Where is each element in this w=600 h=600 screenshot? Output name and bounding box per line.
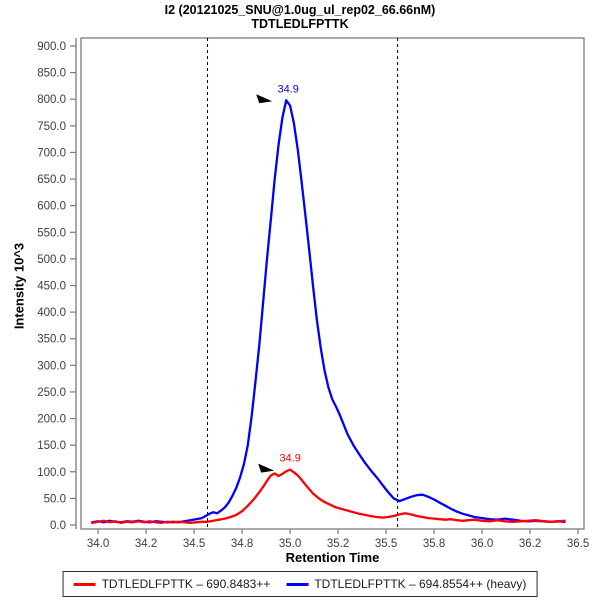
x-tick-label: 35.8 [423, 538, 445, 550]
x-tick-label: 36.2 [519, 538, 541, 550]
y-tick-label: 300.0 [37, 360, 66, 372]
y-tick-label: 900.0 [37, 41, 66, 53]
x-tick-label: 34.8 [231, 538, 253, 550]
y-tick-label: 50.0 [44, 493, 66, 505]
legend-entry-heavy: TDTLEDLFPTTK – 694.8554++ (heavy) [286, 577, 526, 591]
y-tick-label: 500.0 [37, 254, 66, 266]
x-tick-label: 34.5 [183, 538, 205, 550]
chromatogram-trace[interactable] [91, 468, 566, 525]
blue-line-swatch-icon [286, 582, 309, 586]
peak-rt-annotation[interactable]: 34.9 [278, 83, 299, 95]
x-tick-label: 35.0 [279, 538, 301, 550]
x-tick-label: 36.0 [471, 538, 493, 550]
y-tick-label: 850.0 [37, 68, 66, 80]
x-tick-label: 35.2 [327, 538, 349, 550]
chart-subtitle: TDTLEDLFPTTK [251, 17, 349, 31]
peak-arrow-icon[interactable] [258, 463, 275, 473]
legend-entry-light: TDTLEDLFPTTK – 690.8483++ [73, 577, 271, 591]
y-tick-label: 100.0 [37, 467, 66, 479]
y-tick-label: 700.0 [37, 147, 66, 159]
y-tick-label: 200.0 [37, 414, 66, 426]
y-tick-label: 400.0 [37, 307, 66, 319]
y-tick-label: 600.0 [37, 201, 66, 213]
plot-frame [80, 37, 585, 530]
y-tick-label: 800.0 [37, 94, 66, 106]
y-tick-label: 250.0 [37, 387, 66, 399]
legend-label-light: TDTLEDLFPTTK – 690.8483++ [101, 577, 271, 591]
x-tick-label: 36.5 [567, 538, 589, 550]
legend-label-heavy: TDTLEDLFPTTK – 694.8554++ (heavy) [314, 577, 527, 591]
y-tick-label: 450.0 [37, 280, 66, 292]
y-tick-label: 0.0 [50, 520, 66, 532]
x-axis-title: Retention Time [285, 550, 380, 565]
chart-title: I2 (20121025_SNU@1.0ug_ul_rep02_66.66nM) [164, 3, 436, 17]
peak-rt-annotation[interactable]: 34.9 [279, 453, 300, 465]
peak-arrow-icon[interactable] [256, 94, 273, 104]
y-tick-label: 350.0 [37, 334, 66, 346]
y-tick-label: 750.0 [37, 121, 66, 133]
chart-legend: TDTLEDLFPTTK – 690.8483++ TDTLEDLFPTTK –… [62, 571, 538, 597]
y-tick-label: 150.0 [37, 440, 66, 452]
x-tick-label: 35.5 [375, 538, 397, 550]
x-tick-label: 34.0 [87, 538, 109, 550]
red-line-swatch-icon [73, 582, 96, 586]
x-tick-label: 34.2 [135, 538, 157, 550]
y-tick-label: 550.0 [37, 227, 66, 239]
chromatogram-trace[interactable] [91, 99, 566, 524]
y-tick-label: 650.0 [37, 174, 66, 186]
